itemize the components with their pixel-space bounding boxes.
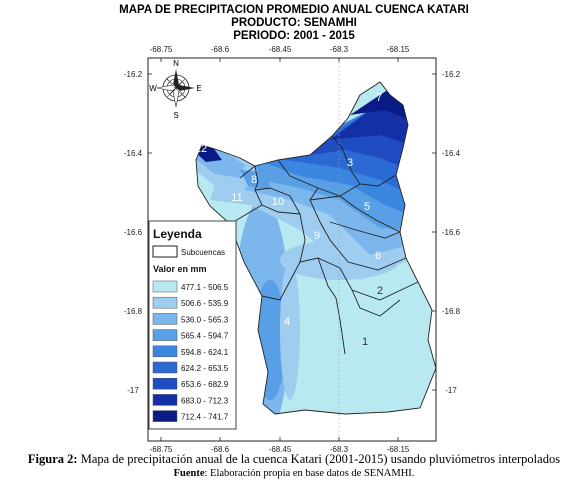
lat-right-label: -16.2 — [442, 70, 461, 79]
compass-s: S — [173, 111, 178, 120]
subbasin-legend-label: Subcuencas — [181, 248, 225, 257]
compass-n: N — [173, 59, 179, 68]
subbasin-label-9: 9 — [314, 230, 320, 242]
figure-caption: Figura 2: Mapa de precipitación anual de… — [0, 452, 588, 467]
lon-top-label: -68.3 — [330, 45, 349, 54]
legend-class-label: 565.4 - 594.7 — [181, 332, 229, 341]
precipitation-surface — [196, 82, 436, 414]
subbasin-label-11: 11 — [231, 192, 242, 204]
legend-swatch — [152, 280, 178, 293]
lon-bottom-label: -68.75 — [150, 445, 173, 454]
legend-class-label: 653.6 - 682.9 — [181, 380, 229, 389]
lon-top-label: -68.75 — [150, 45, 173, 54]
source-caption: Fuente: Elaboración propia en base datos… — [0, 468, 588, 479]
compass-w: W — [149, 84, 157, 93]
figure-label: Figura 2: — [27, 452, 78, 466]
legend-class-label: 712.4 - 741.7 — [181, 413, 229, 422]
subbasin-label-1: 1 — [362, 336, 368, 348]
lon-top-label: -68.6 — [211, 45, 230, 54]
lat-left-label: -17 — [127, 386, 139, 395]
figure-text: Mapa de precipitación anual de la cuenca… — [77, 452, 561, 466]
compass-e: E — [196, 84, 201, 93]
lon-top-label: -68.45 — [269, 45, 292, 54]
subbasin-label-7: 7 — [376, 92, 382, 104]
legend: Leyenda Subcuencas Valor en mm 477.1 - 5… — [148, 220, 237, 430]
subbasin-label-8: 8 — [251, 174, 257, 186]
lon-bottom-label: -68.45 — [269, 445, 292, 454]
subbasin-label-12: 12 — [195, 143, 207, 155]
map-title: MAPA DE PRECIPITACION PROMEDIO ANUAL CUE… — [119, 4, 469, 16]
lon-bottom-label: -68.6 — [211, 445, 230, 454]
subbasin-boundaries — [195, 81, 437, 415]
lat-left-label: -16.2 — [124, 70, 143, 79]
subbasin-label-6: 6 — [375, 250, 381, 262]
legend-class-label: 594.8 - 624.1 — [181, 348, 229, 357]
lat-left-label: -16.6 — [124, 228, 143, 237]
compass-rose-icon: N S E W — [149, 59, 201, 120]
subbasin-label-3: 3 — [347, 157, 353, 169]
subbasin-label-4: 4 — [284, 316, 290, 328]
subbasin-swatch — [152, 245, 178, 258]
source-text: : Elaboración propia en base datos de SE… — [204, 468, 415, 479]
lat-left-label: -16.8 — [124, 307, 143, 316]
lon-bottom-label: -68.3 — [330, 445, 349, 454]
legend-swatch — [152, 296, 178, 309]
map-period: PERIODO: 2001 - 2015 — [233, 30, 355, 42]
legend-swatch — [152, 313, 178, 325]
legend-class-label: 683.0 - 712.3 — [181, 396, 229, 405]
subbasin-label-2: 2 — [377, 285, 383, 297]
lon-bottom-label: -68.15 — [387, 445, 410, 454]
legend-swatch — [152, 361, 178, 374]
map-frame — [147, 57, 437, 442]
lat-left-label: -16.4 — [124, 149, 143, 158]
legend-swatch — [152, 394, 178, 406]
legend-swatch — [152, 329, 178, 341]
axis-labels: -68.75 -68.6 -68.45 -68.3 -68.15 -68.75 … — [124, 45, 461, 454]
legend-class-label: 624.2 - 653.5 — [181, 364, 229, 373]
legend-class-label: 506.6 - 535.9 — [181, 299, 229, 308]
map-product: PRODUCTO: SENAMHI — [231, 17, 357, 29]
lat-right-label: -16.6 — [442, 228, 461, 237]
subbasin-label-5: 5 — [364, 201, 370, 213]
legend-swatch — [152, 410, 178, 422]
legend-title: Leyenda — [153, 227, 202, 241]
legend-swatch — [152, 377, 178, 390]
legend-class-label: 536.0 - 565.3 — [181, 315, 229, 324]
legend-swatch — [152, 345, 178, 358]
legend-class-label: 477.1 - 506.5 — [181, 283, 229, 292]
lat-right-label: -16.8 — [442, 307, 461, 316]
lat-right-label: -16.4 — [442, 149, 461, 158]
source-label: Fuente — [173, 468, 205, 479]
value-title: Valor en mm — [153, 264, 207, 274]
lat-right-label: -17 — [445, 386, 457, 395]
lon-top-label: -68.15 — [387, 45, 410, 54]
subbasin-label-10: 10 — [272, 196, 284, 208]
